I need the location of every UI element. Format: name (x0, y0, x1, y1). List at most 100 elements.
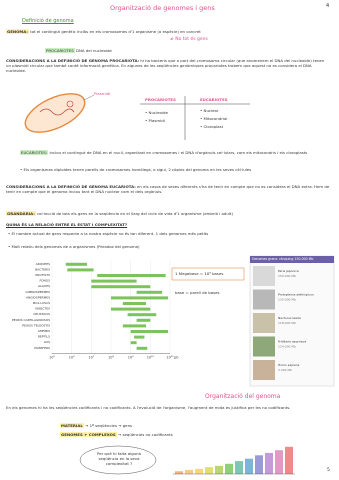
label: EUCARIOTES: (20, 150, 49, 155)
thought-cloud (79, 445, 157, 475)
group-label: GIMNOSPERMES (26, 290, 51, 294)
card-title: Protopterus aethiopicus (278, 293, 314, 297)
bar (265, 452, 273, 474)
group-label: PROTISTS (35, 273, 50, 277)
x-tick-label: 10⁹ (128, 356, 134, 360)
bar (195, 468, 203, 474)
x-unit: pb (174, 356, 179, 360)
label: CONSIDERACIONS A LA DEFINICIÓ DE GENOMA … (6, 58, 140, 63)
group-label: AUS (44, 340, 50, 344)
text: tot el contingut genètic inclòs en els c… (30, 29, 201, 34)
note: 1 Megabase = 10⁶ bases (175, 271, 224, 276)
bar (215, 465, 223, 474)
card-title: Fritillaria assyriaca (278, 340, 306, 344)
paragraph: EUCARIOTES: inclou el contingut de DNA e… (20, 150, 330, 155)
table-header: EUCARIOTES (200, 97, 228, 102)
text: en els casos de sexes diferents s'ha de … (6, 184, 330, 195)
table-header: PROCARIOTES (145, 97, 176, 102)
card-image (253, 266, 275, 286)
card-sub: 124.000 Mb (278, 345, 296, 349)
label: PROCARIOTES (45, 48, 75, 53)
genome-chart: 10⁵ 10⁶ 10⁷ 10⁸ 10⁹ 10¹⁰ 10¹¹ pb ARQUEESBACTERIS… (12, 260, 179, 360)
card-image (253, 360, 275, 380)
label: MATERIAL (60, 423, 84, 428)
range-bar (97, 274, 166, 277)
range-bar (122, 324, 146, 328)
bar (285, 446, 293, 474)
text: inclou el contingut de DNA en el nucli, … (49, 150, 308, 155)
table-cell: • Plasmidi (145, 118, 165, 123)
paragraph: En els genomes hi ha les seqüències codi… (6, 405, 291, 410)
bar (255, 455, 263, 474)
range-bar (130, 330, 169, 333)
range-bar (111, 307, 151, 311)
paragraph: MATERIAL → 1ª seqüències → gens (60, 423, 132, 428)
group-label: ARQUEES (36, 262, 50, 266)
x-tick-label: 10¹¹ (166, 356, 174, 360)
bar (175, 471, 183, 474)
panel-title: Genomes grans: rànquing 150.000 Mb (252, 257, 314, 261)
x-tick-label: 10⁷ (88, 356, 94, 360)
cloud-text: Per què hi falta alguna seqüència en la … (96, 451, 142, 467)
range-bar (67, 268, 94, 272)
drawing-label: Plasmidi (94, 91, 111, 96)
page-top: 4 (326, 3, 330, 9)
question: QUINA ÉS LA RELACIÓ ENTRE EL ESTAT I COM… (6, 222, 128, 227)
table-cell: • Nucleoide (145, 110, 168, 115)
bar (275, 450, 283, 474)
card-sub: 3.200 Mb (278, 368, 292, 372)
card-sub: 130.000 Mb (278, 298, 296, 302)
heading: Definició de genoma (22, 18, 74, 24)
bullet: • Molt relatiu dels genomes de a organis… (8, 244, 140, 249)
card-title: Homo sapiens (278, 363, 300, 367)
range-bar (136, 318, 151, 322)
note: base = parell de bases (175, 290, 220, 295)
text: DNA del nucleoide (75, 48, 112, 53)
bar (205, 467, 213, 474)
group-label: AMFIBIS (38, 329, 50, 333)
card-sub: 150.000 Mb (278, 274, 296, 278)
bar (185, 469, 193, 474)
group-label: ANGIOSPERMES (26, 295, 50, 299)
coding-chart (173, 446, 295, 475)
bacterium (24, 93, 86, 133)
card-title: Necturus lewisi (278, 316, 301, 320)
page-number: 5 (327, 468, 330, 473)
text: → seqüències no codificants (117, 432, 173, 437)
panel-header (250, 256, 334, 263)
range-bar (127, 313, 157, 317)
bar (235, 461, 243, 474)
group-label: CRUSTACIS (33, 312, 50, 316)
paragraph: PROCARIOTES DNA del nucleoide (45, 48, 112, 53)
paragraph: CONSIDERACIONS A LA DEFINICIÓ DE GENOMA … (6, 58, 330, 74)
group-label: PEIXOS TELEÒSTIS (22, 322, 50, 327)
x-tick-label: 10⁶ (69, 356, 75, 360)
pointer (83, 94, 95, 101)
card-image (253, 336, 275, 357)
table-cell: • Cloroplast (200, 124, 224, 129)
range-bar (134, 335, 145, 339)
range-bar (91, 279, 137, 283)
range-bar (65, 262, 87, 266)
card-sub: 118.000 Mb (278, 321, 296, 325)
text: col·lecció de tots els gens en la seqüèn… (37, 211, 233, 216)
range-bar (122, 302, 146, 305)
range-bar (136, 290, 163, 294)
plasmid (66, 100, 74, 108)
group-label: FONGS (39, 279, 50, 283)
table-cell: • Nuclear (200, 108, 219, 113)
range-bar (111, 296, 169, 300)
table-cell: • Mitocondrial (200, 116, 228, 121)
bullet: • Els organismes diploides tenen parells… (20, 167, 252, 172)
bar (225, 463, 233, 474)
card-image (253, 289, 275, 310)
x-tick-label: 10¹⁰ (147, 356, 155, 360)
page-title: Organització de genomes i gens (110, 4, 215, 12)
group-label: MOL·LUSCS (33, 301, 50, 305)
group-label: PEIXOS CARTILAGINOSOS (12, 318, 50, 322)
bar (245, 458, 253, 474)
label: GENOMES + COMPLEXOS (60, 432, 117, 437)
x-tick-label: 10⁸ (108, 356, 114, 360)
